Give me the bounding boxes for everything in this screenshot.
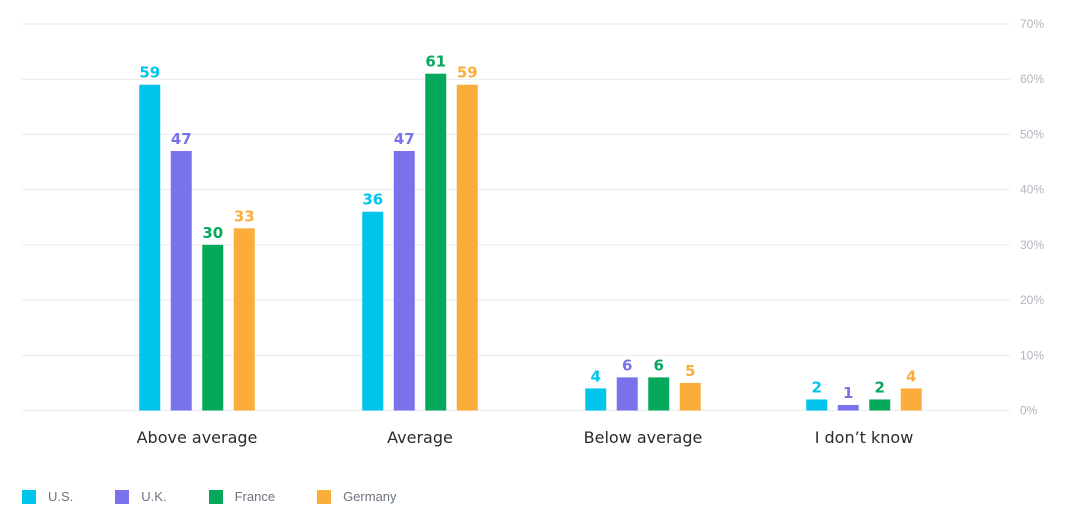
bar [900,388,922,411]
data-label: 36 [362,191,383,209]
legend-swatch-uk [115,489,130,504]
bar [233,228,255,411]
bar [585,388,607,411]
bar [456,84,478,411]
bar [393,150,415,411]
bar [837,404,859,411]
x-tick-label: Below average [584,428,703,447]
data-label: 6 [622,356,632,374]
data-label: 2 [875,378,885,396]
y-tick-label: 30% [1020,238,1044,252]
data-label: 47 [171,130,192,148]
data-label: 4 [906,367,916,385]
bar [139,84,161,411]
bar [679,382,701,411]
bar-chart: 0% 10% 20% 30% 40% 50% 60% 70% 59 47 30 33 Above ave… [22,17,1044,447]
y-tick-label: 60% [1020,72,1044,86]
chart-legend: U.S. U.K. France Germany [22,489,439,504]
bar [202,244,224,411]
legend-label-france: France [234,489,276,504]
y-tick-label: 10% [1020,348,1044,362]
legend-label-us: U.S. [48,489,74,504]
bar [806,399,828,411]
y-tick-label: 0% [1020,404,1038,418]
legend-swatch-us [22,489,36,504]
legend-swatch-germany [317,489,332,504]
legend-label-germany: Germany [343,489,397,504]
data-label: 30 [202,224,223,242]
data-label: 5 [685,362,695,380]
bar [362,211,384,411]
x-tick-label: I don’t know [815,428,914,447]
legend-item-germany: Germany [317,489,397,504]
bar [648,377,670,411]
legend-item-us: U.S. [22,489,73,504]
y-tick-label: 70% [1020,17,1044,31]
data-label: 59 [457,64,478,82]
x-tick-label: Above average [137,428,258,447]
y-tick-label: 20% [1020,293,1044,307]
data-label: 59 [139,64,160,82]
bar [425,73,447,411]
bar [616,377,638,411]
legend-swatch-france [208,489,223,504]
data-label: 1 [843,384,853,402]
y-tick-label: 40% [1020,183,1044,197]
data-label: 33 [234,207,255,225]
legend-item-france: France [208,489,276,504]
data-label: 61 [425,53,446,71]
bar [170,150,192,411]
data-label: 6 [654,356,664,374]
data-label: 4 [591,367,601,385]
y-tick-label: 50% [1020,127,1044,141]
legend-label-uk: U.K. [141,489,167,504]
legend-item-uk: U.K. [115,489,167,504]
data-label: 47 [394,130,415,148]
bar [869,399,891,411]
x-tick-label: Average [387,428,453,447]
data-label: 2 [812,378,822,396]
